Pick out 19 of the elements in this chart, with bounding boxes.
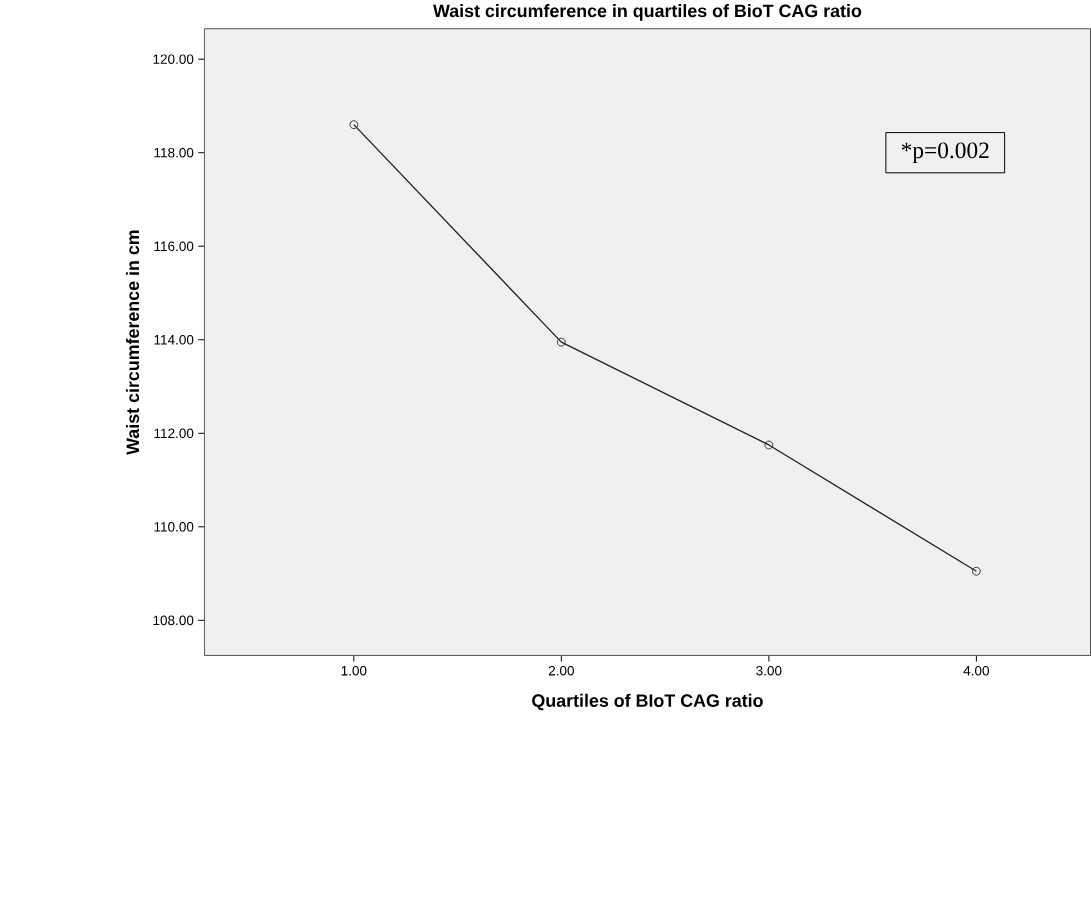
x-tick-label: 1.00 bbox=[341, 665, 367, 676]
point bbox=[349, 120, 359, 129]
x-tick-label: 2.00 bbox=[548, 665, 574, 676]
y-axis-title: Waist circumference in cm bbox=[126, 230, 140, 455]
x-axis-title: Quartiles of BIoT CAG ratio bbox=[532, 693, 763, 711]
point bbox=[556, 337, 566, 347]
y-tick-label: 116.00 bbox=[154, 241, 194, 251]
y-tick-label: 112.00 bbox=[154, 428, 194, 438]
y-tick-label: 120.00 bbox=[153, 54, 194, 64]
annotation: *p=0.002 bbox=[901, 142, 989, 163]
y-tick-label: 118.00 bbox=[154, 147, 194, 158]
chart-title: Waist circumference in quartiles of BioT CAG ratio bbox=[433, 3, 862, 21]
x-tick-label: 3.00 bbox=[756, 665, 782, 676]
point bbox=[764, 440, 774, 450]
y-tick-label: 114.00 bbox=[154, 334, 194, 345]
y-tick-label: 108.00 bbox=[153, 615, 194, 626]
y-tick-label: 110.00 bbox=[154, 521, 194, 532]
x-tick-label: 4.00 bbox=[963, 665, 990, 676]
point bbox=[972, 566, 981, 576]
